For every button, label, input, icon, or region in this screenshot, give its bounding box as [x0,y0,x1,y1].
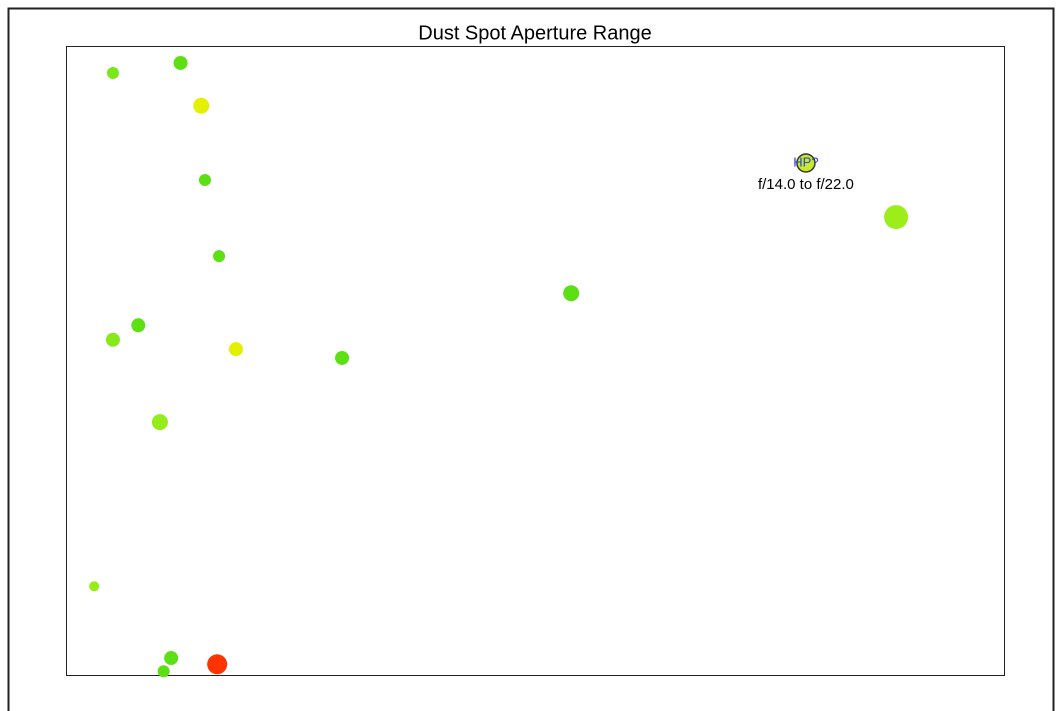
dust-spot [131,318,146,333]
dust-spot [105,332,120,347]
dust-spot [157,665,170,678]
dust-spot [207,654,228,675]
dust-spot [563,285,580,302]
window-frame [7,7,1055,711]
dust-spot [193,97,210,114]
spot-annotation: f/14.0 to f/22.0 [758,176,854,193]
chart-title: Dust Spot Aperture Range [418,22,651,44]
dust-spot [89,581,100,592]
dust-spot [173,55,188,70]
dust-spot [106,67,119,80]
dust-spot [884,205,909,230]
spot-label: HP? [793,154,818,169]
plot-area [66,46,1005,676]
dust-spot [335,350,350,365]
highlighted-spot [796,153,816,173]
dust-spot [164,651,179,666]
dust-spot [213,250,226,263]
dust-spot [228,342,243,357]
dust-spot [198,173,211,186]
dust-spot [151,414,168,431]
